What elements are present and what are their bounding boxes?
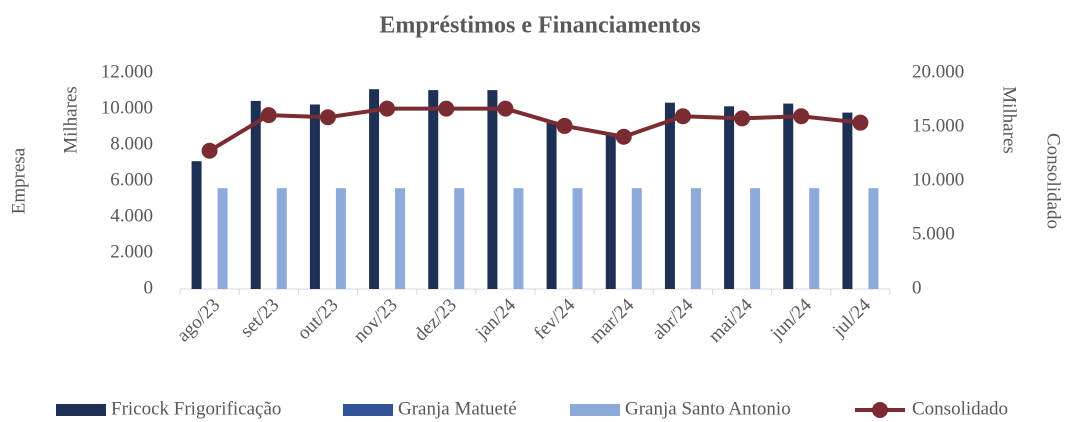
line-point xyxy=(319,109,336,126)
line-point xyxy=(497,100,514,117)
line-point xyxy=(556,117,573,134)
bar xyxy=(428,90,439,289)
y-tick-label: 8.000 xyxy=(110,133,153,154)
line-point xyxy=(379,100,396,117)
legend-swatch xyxy=(570,404,620,416)
bar xyxy=(783,103,794,289)
x-tick-label: jul/24 xyxy=(828,294,875,341)
y2-tick-label: 15.000 xyxy=(912,115,964,136)
bar xyxy=(454,188,465,289)
x-tick-label: dez/23 xyxy=(410,295,461,346)
bar xyxy=(605,134,616,289)
chart-title: Empréstimos e Financiamentos xyxy=(379,13,700,39)
bar xyxy=(487,90,498,289)
y-tick-label: 0 xyxy=(144,277,154,298)
bar xyxy=(750,188,761,289)
bar xyxy=(395,188,406,289)
bar xyxy=(191,161,202,289)
bar xyxy=(868,188,879,289)
legend-label: Granja Santo Antonio xyxy=(625,398,791,419)
bar xyxy=(335,188,346,289)
bar xyxy=(572,188,583,289)
y-tick-label: 6.000 xyxy=(110,169,153,190)
line-point xyxy=(674,108,691,125)
y2-axis-units: Milhares xyxy=(999,86,1020,154)
y2-tick-label: 5.000 xyxy=(912,223,955,244)
y-axis-label: Empresa xyxy=(8,147,29,214)
bar xyxy=(217,188,228,289)
bar xyxy=(724,106,735,289)
line-point xyxy=(438,100,455,117)
x-tick-label: fev/24 xyxy=(530,294,580,344)
bar xyxy=(631,188,642,289)
y2-tick-label: 20.000 xyxy=(912,61,964,82)
y-axis-units: Milhares xyxy=(60,86,81,154)
legend-swatch xyxy=(343,404,393,416)
x-tick-label: set/23 xyxy=(236,295,283,342)
y2-axis-label: Consolidado xyxy=(1043,133,1064,229)
x-tick-label: out/23 xyxy=(293,295,342,344)
line-point xyxy=(852,114,869,131)
bar xyxy=(276,188,287,289)
bar xyxy=(842,112,853,289)
x-tick-label: mar/24 xyxy=(585,294,638,347)
y-tick-label: 12.000 xyxy=(101,61,153,82)
line-point xyxy=(201,142,218,159)
legend-label: Fricock Frigorificação xyxy=(111,398,281,419)
x-tick-label: jan/24 xyxy=(471,294,520,343)
line-point xyxy=(615,128,632,145)
bar xyxy=(369,89,380,289)
legend-label: Granja Matueté xyxy=(398,398,517,419)
x-tick-label: ago/23 xyxy=(173,295,224,346)
y-tick-label: 10.000 xyxy=(101,97,153,118)
bar xyxy=(250,100,261,290)
bar xyxy=(546,121,557,289)
y2-tick-label: 10.000 xyxy=(912,169,964,190)
legend-swatch xyxy=(56,404,106,416)
y2-tick-label: 0 xyxy=(912,277,922,298)
line-series xyxy=(208,106,861,153)
legend-marker xyxy=(872,402,888,418)
x-tick-label: nov/23 xyxy=(350,295,402,347)
x-tick-label: abr/24 xyxy=(648,294,698,344)
line-point xyxy=(734,110,751,127)
bar xyxy=(664,102,675,289)
line-point xyxy=(260,107,277,124)
line-point xyxy=(793,108,810,125)
y-tick-label: 2.000 xyxy=(110,241,153,262)
x-tick-label: jun/24 xyxy=(766,294,816,344)
y-tick-label: 4.000 xyxy=(110,205,153,226)
bar xyxy=(690,188,701,289)
bar xyxy=(809,188,820,289)
legend-label: Consolidado xyxy=(912,398,1008,419)
bar xyxy=(513,188,524,289)
x-tick-label: mai/24 xyxy=(705,294,758,347)
bar xyxy=(309,104,320,289)
